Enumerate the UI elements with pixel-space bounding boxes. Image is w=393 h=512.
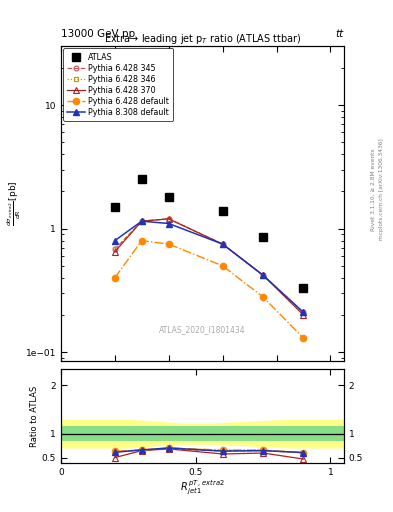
Pythia 6.428 370: [220, 241, 225, 247]
Pythia 8.308 default: [261, 272, 265, 279]
X-axis label: $R_{\,jet1}^{\,pT,\,extra2}$: $R_{\,jet1}^{\,pT,\,extra2}$: [180, 479, 225, 497]
Pythia 6.428 default: [166, 241, 171, 247]
Pythia 8.308 default: [140, 218, 144, 224]
Pythia 6.428 346: [220, 241, 225, 247]
Pythia 6.428 345: [261, 272, 265, 279]
ATLAS: [140, 177, 144, 183]
Pythia 8.308 default: [112, 238, 117, 244]
Pythia 6.428 345: [301, 309, 306, 315]
Pythia 6.428 345: [140, 218, 144, 224]
Text: Rivet 3.1.10, ≥ 2.8M events: Rivet 3.1.10, ≥ 2.8M events: [371, 148, 376, 231]
Line: Pythia 6.428 346: Pythia 6.428 346: [112, 217, 306, 315]
Pythia 8.308 default: [301, 309, 306, 315]
ATLAS: [112, 204, 117, 210]
Text: ATLAS_2020_I1801434: ATLAS_2020_I1801434: [159, 325, 246, 334]
Line: Pythia 6.428 default: Pythia 6.428 default: [112, 238, 307, 342]
Pythia 6.428 default: [112, 275, 117, 281]
Legend: ATLAS, Pythia 6.428 345, Pythia 6.428 346, Pythia 6.428 370, Pythia 6.428 defaul: ATLAS, Pythia 6.428 345, Pythia 6.428 34…: [63, 49, 173, 121]
Line: Pythia 8.308 default: Pythia 8.308 default: [112, 218, 307, 315]
Text: mcplots.cern.ch [arXiv:1306.3436]: mcplots.cern.ch [arXiv:1306.3436]: [379, 139, 384, 240]
Line: ATLAS: ATLAS: [111, 176, 307, 292]
Title: Extra→ leading jet p$_T$ ratio (ATLAS ttbar): Extra→ leading jet p$_T$ ratio (ATLAS tt…: [103, 32, 301, 46]
Pythia 6.428 370: [166, 216, 171, 222]
Pythia 6.428 346: [140, 218, 144, 224]
Pythia 6.428 370: [301, 312, 306, 318]
ATLAS: [261, 234, 265, 241]
Pythia 6.428 370: [261, 272, 265, 279]
Pythia 6.428 default: [301, 335, 306, 341]
Pythia 6.428 default: [220, 263, 225, 269]
Text: 13000 GeV pp: 13000 GeV pp: [61, 29, 135, 39]
Pythia 8.308 default: [220, 241, 225, 247]
Pythia 6.428 370: [140, 218, 144, 224]
Pythia 6.428 346: [112, 246, 117, 252]
Pythia 6.428 346: [166, 216, 171, 222]
Pythia 6.428 345: [220, 241, 225, 247]
Bar: [61, 426, 344, 441]
Line: Pythia 6.428 345: Pythia 6.428 345: [112, 217, 306, 315]
Y-axis label: $\frac{d\sigma_{\,extra2}}{dR}\,[\mathrm{pb}]$: $\frac{d\sigma_{\,extra2}}{dR}\,[\mathrm…: [5, 181, 23, 226]
Pythia 6.428 346: [261, 272, 265, 279]
Pythia 6.428 345: [112, 246, 117, 252]
Y-axis label: Ratio to ATLAS: Ratio to ATLAS: [30, 386, 39, 446]
ATLAS: [220, 207, 225, 214]
Line: Pythia 6.428 370: Pythia 6.428 370: [112, 216, 306, 318]
Pythia 6.428 346: [301, 309, 306, 315]
Pythia 6.428 default: [261, 294, 265, 300]
Pythia 8.308 default: [166, 221, 171, 227]
Pythia 6.428 345: [166, 216, 171, 222]
Pythia 6.428 default: [140, 238, 144, 244]
Text: tt: tt: [336, 29, 344, 39]
ATLAS: [166, 194, 171, 200]
ATLAS: [301, 285, 306, 291]
Pythia 6.428 370: [112, 249, 117, 255]
